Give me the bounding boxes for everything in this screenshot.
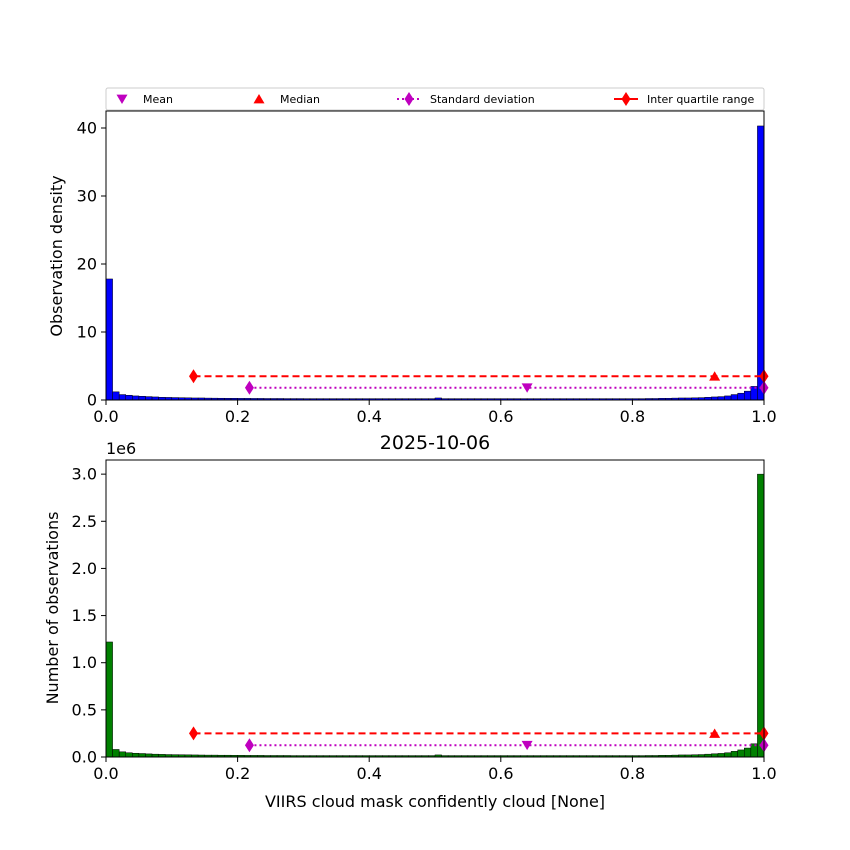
legend-item: Mean	[116, 93, 173, 106]
count-plot-title: 2025-10-06	[380, 432, 490, 454]
count-y-axis-label: Number of observations	[43, 512, 62, 705]
density-x-tick-label: 0.2	[225, 407, 250, 426]
legend-item: Inter quartile range	[614, 92, 754, 106]
density-bar	[112, 391, 120, 401]
count-x-ticks: 0.0 0.2 0.4 0.6 0.8 1.0	[93, 757, 777, 783]
density-std-low-marker	[244, 380, 254, 395]
legend-label: Median	[280, 93, 320, 106]
density-bar	[757, 125, 765, 401]
density-bar	[118, 394, 126, 401]
density-x-ticks: 0.0 0.2 0.4 0.6 0.8 1.0	[93, 400, 777, 426]
density-y-ticks: 0 10 20 30 40	[77, 119, 106, 410]
legend-frame	[105, 87, 765, 111]
density-x-tick-label: 1.0	[751, 407, 776, 426]
legend-item: Median	[253, 93, 320, 106]
density-bar	[145, 396, 153, 401]
count-y-ticks: 0.0 0.5 1.0 1.5 2.0 2.5 3.0	[72, 465, 106, 767]
count-bar	[112, 749, 120, 758]
density-mean-marker	[521, 383, 533, 393]
legend-label: Mean	[143, 93, 173, 106]
legend-marker	[116, 94, 128, 104]
legend-marker	[404, 92, 414, 106]
count-iqr-low-marker	[189, 726, 199, 741]
legend-marker	[253, 94, 265, 104]
count-histogram-plot: 2025-10-06 1e6 0.0 0.2 0.4 0.6 0.8 1.0 0.0 0.5…	[43, 432, 777, 811]
count-x-tick-label: 0.8	[620, 764, 645, 783]
density-bars	[105, 125, 765, 401]
count-x-tick-label: 0.0	[93, 764, 118, 783]
count-bar	[730, 751, 738, 758]
legend-label: Inter quartile range	[647, 93, 754, 106]
density-bar	[125, 394, 133, 401]
count-bar	[724, 752, 732, 758]
density-statistics	[189, 369, 769, 395]
density-y-tick-label: 40	[77, 119, 97, 138]
density-bar	[744, 390, 752, 401]
density-bar	[132, 395, 140, 401]
count-bar	[744, 747, 752, 758]
count-bar	[125, 752, 133, 758]
count-y-tick-label: 2.0	[72, 559, 97, 578]
count-x-tick-label: 1.0	[751, 764, 776, 783]
count-bar	[118, 751, 126, 758]
density-bar	[737, 392, 745, 401]
count-std-low-marker	[244, 738, 254, 753]
density-y-tick-label: 0	[87, 391, 97, 410]
density-y-tick-label: 20	[77, 255, 97, 274]
count-x-axis-label: VIIRS cloud mask confidently cloud [None…	[265, 792, 605, 811]
count-x-tick-label: 0.2	[225, 764, 250, 783]
count-y-tick-label: 2.5	[72, 512, 97, 531]
density-x-tick-label: 0.0	[93, 407, 118, 426]
count-y-tick-label: 0.0	[72, 748, 97, 767]
density-median-marker	[709, 371, 721, 381]
count-bar	[138, 753, 146, 758]
density-bar	[105, 278, 113, 401]
density-iqr-low-marker	[189, 369, 199, 384]
density-bar	[730, 394, 738, 401]
density-x-tick-label: 0.6	[488, 407, 513, 426]
count-bar	[132, 752, 140, 758]
legend-item: Standard deviation	[397, 92, 535, 106]
density-bar	[724, 395, 732, 401]
count-y-tick-label: 0.5	[72, 700, 97, 719]
count-x-tick-label: 0.4	[356, 764, 381, 783]
legend: Mean Median Standard deviation Inter quarti…	[105, 87, 765, 111]
count-y-offset-label: 1e6	[106, 439, 136, 458]
density-y-tick-label: 30	[77, 187, 97, 206]
count-bar	[757, 473, 765, 758]
count-x-tick-label: 0.6	[488, 764, 513, 783]
density-bar	[138, 396, 146, 401]
count-median-marker	[709, 728, 721, 738]
count-bars	[105, 473, 765, 758]
count-bar	[105, 641, 113, 758]
count-y-tick-label: 1.5	[72, 606, 97, 625]
count-bar	[717, 753, 725, 758]
count-mean-marker	[521, 740, 533, 751]
density-axes-frame	[105, 110, 765, 401]
density-x-tick-label: 0.4	[356, 407, 381, 426]
count-y-tick-label: 3.0	[72, 465, 97, 484]
legend-label: Standard deviation	[430, 93, 535, 106]
density-y-axis-label: Observation density	[47, 175, 66, 336]
count-axes-frame	[105, 459, 765, 758]
density-y-tick-label: 10	[77, 323, 97, 342]
density-histogram-plot: 0.0 0.2 0.4 0.6 0.8 1.0 0 10 20 30 40 Observation…	[47, 110, 777, 426]
density-bar	[717, 396, 725, 401]
density-x-tick-label: 0.8	[620, 407, 645, 426]
count-y-tick-label: 1.0	[72, 653, 97, 672]
legend-marker	[621, 92, 631, 106]
count-bar	[737, 749, 745, 758]
count-statistics	[189, 726, 769, 753]
